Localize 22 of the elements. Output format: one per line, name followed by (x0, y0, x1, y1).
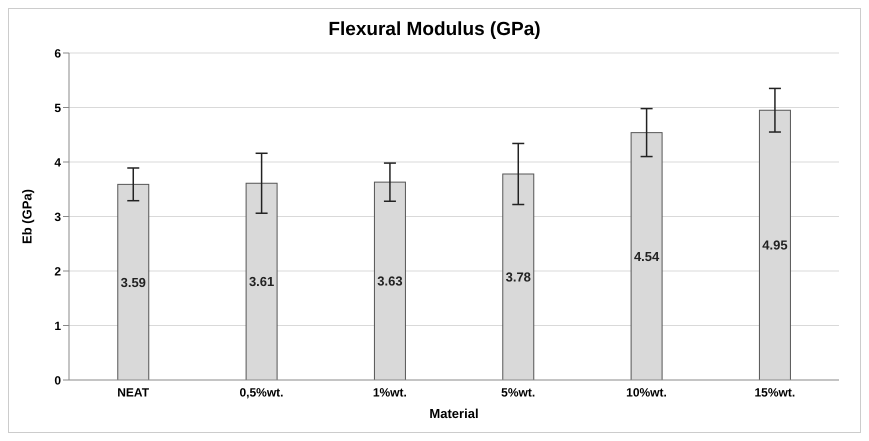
data-label: 3.63 (377, 274, 403, 289)
y-tick-label: 3 (54, 210, 62, 224)
data-label: 3.78 (506, 270, 531, 285)
x-tick-label: 1%wt. (372, 386, 407, 400)
y-axis-title: Eb (GPa) (20, 189, 35, 244)
y-tick-label: 0 (54, 373, 62, 388)
x-tick-label: 15%wt. (754, 386, 796, 400)
y-tick-label: 1 (54, 318, 62, 333)
data-label: 3.61 (248, 274, 274, 290)
chart-title: Flexural Modulus (GPa) (327, 18, 542, 42)
y-tick-label: 6 (54, 46, 62, 60)
data-label: 4.95 (762, 238, 788, 253)
x-tick-label: 10%wt. (626, 386, 667, 400)
y-tick-label: 5 (54, 100, 62, 115)
x-tick-label: 5%wt. (501, 386, 536, 400)
x-tick-label: NEAT (117, 386, 150, 400)
y-tick-label: 2 (54, 264, 62, 278)
data-label: 4.54 (634, 248, 660, 264)
y-tick-label: 4 (54, 155, 62, 170)
data-label: 3.59 (120, 274, 146, 290)
x-tick-label: 0,5%wt. (239, 386, 284, 400)
x-axis-title: Material (429, 406, 479, 421)
